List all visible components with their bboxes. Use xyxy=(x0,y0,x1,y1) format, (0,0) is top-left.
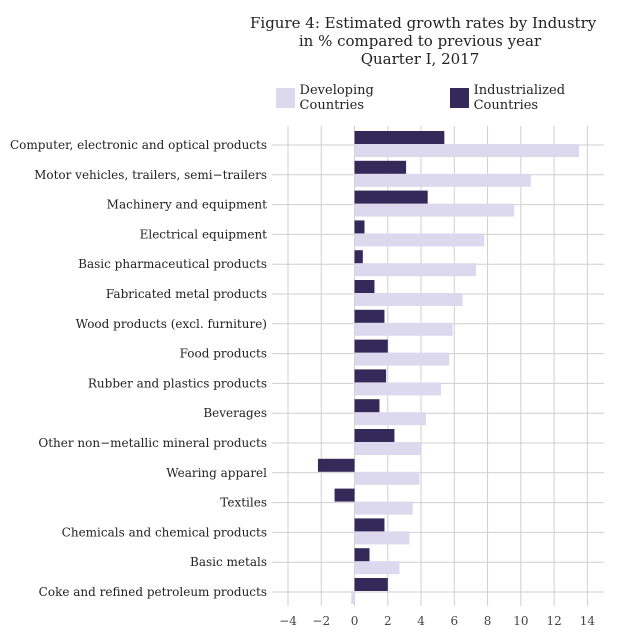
category-label: Other non−metallic mineral products xyxy=(38,436,267,450)
bar-industrialized xyxy=(354,250,363,264)
title-line-3: Quarter I, 2017 xyxy=(360,50,480,68)
bar-industrialized xyxy=(354,548,370,562)
bar-developing xyxy=(354,442,422,455)
bar-industrialized xyxy=(354,131,445,144)
bar-developing xyxy=(354,203,515,217)
bar-industrialized xyxy=(354,578,388,591)
legend-label-industrialized: Industrialized Countries xyxy=(473,83,566,113)
legend-label-developing: Developing Countries xyxy=(299,83,374,113)
x-tick-label: 14 xyxy=(580,614,596,628)
bar-industrialized xyxy=(354,339,388,353)
bar-industrialized xyxy=(354,429,395,442)
x-tick-label: 12 xyxy=(546,614,561,628)
bar-developing xyxy=(354,144,580,157)
legend-item-industrialized: Industrialized Countries xyxy=(450,83,622,113)
bar-developing xyxy=(354,561,400,575)
title-line-2: in % compared to previous year xyxy=(298,32,542,50)
bar-developing xyxy=(354,501,413,515)
category-label: Food products xyxy=(180,347,267,361)
x-tick-label: 4 xyxy=(417,614,425,628)
bar-developing xyxy=(354,352,450,366)
bar-industrialized xyxy=(354,399,380,413)
bar-industrialized xyxy=(354,369,387,383)
bar-developing xyxy=(354,382,442,396)
category-label: Electrical equipment xyxy=(140,227,268,241)
x-tick-label: 10 xyxy=(513,614,528,628)
category-label: Beverages xyxy=(203,406,267,420)
x-tick-label: 6 xyxy=(450,614,458,628)
category-label: Chemicals and chemical products xyxy=(62,525,267,539)
legend-swatch-developing xyxy=(276,88,295,108)
bar-developing xyxy=(354,293,463,306)
category-label: Machinery and equipment xyxy=(107,198,268,212)
bar-developing xyxy=(354,173,531,187)
bar-industrialized xyxy=(354,160,407,174)
category-label: Textiles xyxy=(220,496,267,510)
x-tick-label: −4 xyxy=(279,614,297,628)
bar-developing xyxy=(351,591,355,604)
x-tick-label: −2 xyxy=(312,614,330,628)
bar-industrialized xyxy=(354,190,428,204)
legend-item-developing: Developing Countries xyxy=(276,83,432,113)
x-tick-label: 8 xyxy=(484,614,492,628)
category-label: Basic pharmaceutical products xyxy=(78,257,267,271)
category-label: Fabricated metal products xyxy=(106,287,267,301)
category-label: Motor vehicles, trailers, semi−trailers xyxy=(34,168,267,182)
chart-title: Figure 4: Estimated growth rates by Indu… xyxy=(250,14,597,68)
category-label: Coke and refined petroleum products xyxy=(39,585,267,599)
bar-industrialized xyxy=(354,518,385,532)
bar-industrialized xyxy=(354,280,375,293)
bar-industrialized xyxy=(354,309,385,323)
bar-developing xyxy=(354,471,420,485)
x-tick-label: 0 xyxy=(351,614,359,628)
bar-developing xyxy=(354,233,485,247)
title-line-1: Figure 4: Estimated growth rates by Indu… xyxy=(250,14,597,32)
category-label: Basic metals xyxy=(190,555,267,569)
bar-industrialized xyxy=(317,458,355,472)
bar-developing xyxy=(354,322,453,336)
bar-developing xyxy=(354,263,476,277)
bar-industrialized xyxy=(334,488,355,502)
bar-developing xyxy=(354,412,427,426)
x-tick-label: 2 xyxy=(384,614,392,628)
legend: Developing Countries Industrialized Coun… xyxy=(276,83,640,113)
legend-swatch-industrialized xyxy=(450,88,469,108)
category-label: Wood products (excl. furniture) xyxy=(76,317,267,331)
bar-developing xyxy=(354,531,410,545)
bar-industrialized xyxy=(354,220,365,234)
category-label: Wearing apparel xyxy=(166,466,267,480)
category-label: Computer, electronic and optical product… xyxy=(10,138,267,152)
category-label: Rubber and plastics products xyxy=(88,376,267,390)
